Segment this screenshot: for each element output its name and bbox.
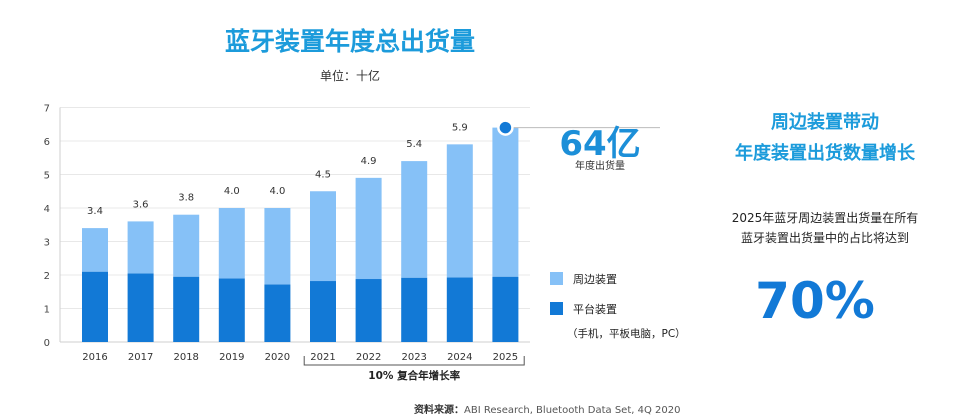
bar-2019-周边装置 [218,208,245,279]
callout-value: 64亿 [559,124,640,164]
y-tick-label: 3 [44,238,50,249]
legend-label-平台装置: 平台装置 [573,302,617,316]
source-note: 资料来源：ABI Research, Bluetooth Data Set, 4… [414,401,680,416]
bar-2024-周边装置 [446,144,473,278]
callout-marker [497,119,514,136]
bar-2019-平台装置 [218,278,245,342]
bar-2025-周边装置 [492,127,519,277]
total-label-2024: 5.9 [452,122,468,133]
total-label-2023: 5.4 [406,139,422,150]
legend-label-周边装置: 周边装置 [573,273,617,286]
total-label-2017: 3.6 [133,199,149,210]
cagr-label: 10% 复合年增长率 [368,369,460,382]
legend-swatch-周边装置 [550,272,563,285]
side-title-line2: 年度装置出货数量增长 [735,143,915,164]
bar-2018-周边装置 [173,214,200,277]
cagr-bracket [303,356,525,366]
x-tick-label-2021: 2021 [310,352,335,363]
bar-2020-平台装置 [264,284,291,342]
legend-swatch-平台装置 [550,302,563,315]
y-tick-label: 5 [44,171,50,182]
bar-2016-周边装置 [82,228,108,272]
side-desc-line2: 蓝牙装置出货量中的占比将达到 [740,231,909,245]
total-label-2021: 4.5 [315,169,331,180]
chart-subtitle: 单位：十亿 [319,69,380,83]
y-tick-label: 6 [44,137,50,148]
bar-2020-周边装置 [264,208,291,285]
legend-note-平台装置: （手机，平板电脑，PC） [567,327,686,340]
bar-2017-平台装置 [127,273,154,342]
bar-2022-周边装置 [355,177,382,280]
x-tick-label-2022: 2022 [356,352,381,363]
bar-2022-平台装置 [355,279,382,342]
bar-2016-平台装置 [82,271,108,342]
bar-2024-平台装置 [446,277,473,342]
bar-2023-平台装置 [401,277,428,342]
side-title-line1: 周边装置带动 [771,112,879,133]
y-tick-label: 4 [44,204,50,215]
source-label: 资料来源： [414,405,464,416]
bar-2018-平台装置 [173,276,200,342]
x-tick-label-2020: 2020 [265,352,290,363]
source-text: ABI Research, Bluetooth Data Set, 4Q 202… [464,405,681,416]
x-tick-label-2024: 2024 [447,352,472,363]
x-tick-label-2025: 2025 [493,352,518,363]
peripheral-share-percent: 70% [755,272,875,330]
x-tick-label-2016: 2016 [82,352,107,363]
chart-title: 蓝牙装置年度总出货量 [224,27,475,56]
x-tick-label-2017: 2017 [128,352,153,363]
bar-2021-周边装置 [310,191,336,282]
total-label-2022: 4.9 [361,156,377,167]
bar-2025-平台装置 [492,276,519,342]
total-label-2019: 4.0 [224,186,240,197]
callout-label: 年度出货量 [575,159,625,172]
x-tick-label-2019: 2019 [219,352,244,363]
total-label-2020: 4.0 [269,186,285,197]
bar-2021-平台装置 [310,281,336,342]
y-tick-label: 7 [44,104,50,115]
total-label-2018: 3.8 [178,193,194,204]
total-label-2016: 3.4 [87,206,103,217]
x-tick-label-2023: 2023 [401,352,426,363]
y-tick-label: 2 [44,271,50,282]
y-tick-label: 0 [44,338,50,349]
x-tick-label-2018: 2018 [173,352,198,363]
side-desc-line1: 2025年蓝牙周边装置出货量在所有 [731,211,919,225]
bar-2017-周边装置 [127,221,154,274]
bar-2023-周边装置 [401,161,428,278]
y-tick-label: 1 [44,305,50,316]
